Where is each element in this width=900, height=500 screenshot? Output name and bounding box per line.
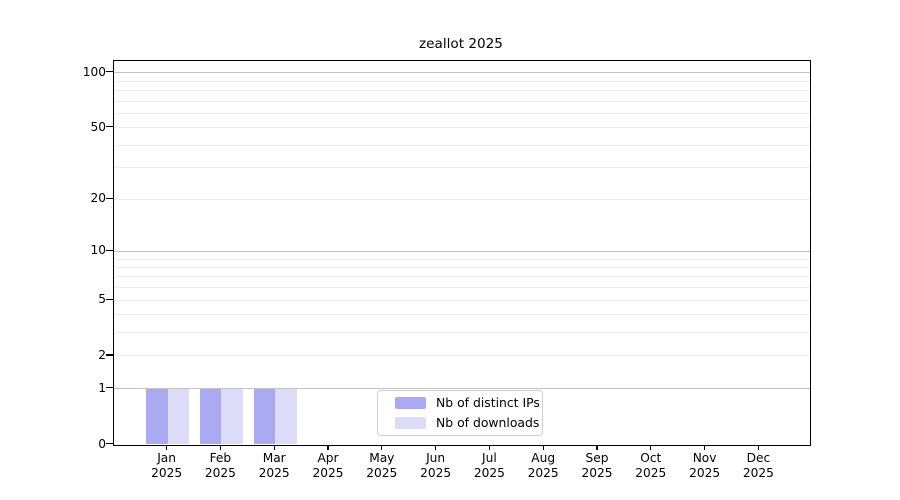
x-tick-month: Jun bbox=[426, 450, 446, 465]
y-axis-tick-label: 1 bbox=[98, 380, 106, 395]
y-axis-tick-label: 0 bbox=[98, 436, 106, 451]
bar-downloads bbox=[275, 388, 297, 445]
y-axis-tick-label: 50 bbox=[90, 119, 106, 134]
y-gridline-minor bbox=[114, 167, 810, 169]
x-axis-tick-label: Jul 2025 bbox=[462, 451, 516, 482]
x-tick-year: 2025 bbox=[527, 466, 559, 480]
bar-downloads bbox=[221, 388, 244, 445]
x-tick-month: Oct bbox=[640, 450, 662, 465]
chart-title: zeallot 2025 bbox=[419, 36, 503, 52]
x-tick-year: 2025 bbox=[742, 466, 774, 480]
x-axis-tick bbox=[704, 444, 706, 451]
x-tick-year: 2025 bbox=[635, 466, 667, 480]
x-axis-tick-label: Jun 2025 bbox=[409, 451, 463, 482]
y-gridline-minor bbox=[114, 276, 810, 278]
x-tick-year: 2025 bbox=[473, 466, 505, 480]
y-axis-tick bbox=[106, 126, 113, 128]
legend-row-distinct-ips: Nb of distinct IPs bbox=[395, 395, 542, 410]
x-tick-month: Sep bbox=[585, 450, 609, 465]
x-tick-month: Dec bbox=[746, 450, 771, 465]
x-tick-month: Mar bbox=[262, 450, 286, 465]
x-axis-tick-label: Feb 2025 bbox=[193, 451, 247, 482]
x-axis-tick-label: Mar 2025 bbox=[247, 451, 301, 482]
x-tick-month: Aug bbox=[531, 450, 556, 465]
y-axis-tick bbox=[106, 197, 113, 199]
x-axis-tick-label: Nov 2025 bbox=[678, 451, 732, 482]
x-axis-tick bbox=[219, 444, 222, 451]
x-axis-tick bbox=[327, 444, 329, 451]
x-axis-tick bbox=[542, 444, 544, 451]
x-axis-tick-label: Aug 2025 bbox=[516, 451, 570, 482]
y-gridline-minor bbox=[114, 144, 810, 146]
legend-label-downloads: Nb of downloads bbox=[436, 415, 540, 431]
x-tick-month: May bbox=[369, 450, 395, 465]
y-axis-tick-label: 10 bbox=[90, 243, 106, 258]
y-gridline-major bbox=[114, 250, 810, 252]
x-axis-tick bbox=[166, 444, 168, 451]
x-tick-year: 2025 bbox=[204, 466, 236, 480]
y-axis-tick bbox=[106, 442, 113, 445]
y-axis-tick bbox=[106, 298, 113, 300]
x-axis-tick bbox=[381, 444, 383, 451]
y-gridline-minor bbox=[114, 198, 810, 200]
y-gridline-minor bbox=[114, 314, 810, 316]
y-axis-tick bbox=[106, 354, 113, 356]
bar-downloads bbox=[167, 388, 190, 445]
bar-distinct-ips bbox=[145, 388, 168, 445]
legend: Nb of distinct IPs Nb of downloads bbox=[377, 389, 543, 436]
x-tick-year: 2025 bbox=[258, 466, 290, 480]
x-axis-tick bbox=[488, 444, 491, 451]
x-tick-month: Jul bbox=[482, 450, 497, 465]
x-axis-tick-label: Apr 2025 bbox=[301, 451, 355, 482]
y-axis-tick-label: 2 bbox=[98, 347, 106, 362]
x-axis-tick bbox=[273, 444, 275, 451]
y-gridline-minor bbox=[114, 127, 810, 129]
legend-swatch-distinct-ips bbox=[395, 396, 426, 409]
y-gridline-minor bbox=[114, 266, 810, 268]
y-gridline-minor bbox=[114, 89, 810, 91]
x-tick-year: 2025 bbox=[581, 466, 613, 480]
y-gridline-minor bbox=[114, 332, 810, 334]
x-tick-month: Jan bbox=[157, 450, 176, 465]
legend-swatch-downloads bbox=[395, 416, 426, 429]
plot-area bbox=[113, 59, 811, 446]
legend-row-downloads: Nb of downloads bbox=[395, 415, 542, 430]
x-axis-tick-label: May 2025 bbox=[355, 451, 409, 482]
x-tick-year: 2025 bbox=[312, 466, 344, 480]
x-axis-tick-label: Sep 2025 bbox=[570, 451, 624, 482]
y-axis-tick-label: 100 bbox=[82, 64, 106, 79]
y-axis-tick bbox=[106, 387, 113, 389]
x-tick-month: Feb bbox=[209, 450, 232, 465]
x-tick-month: Apr bbox=[317, 450, 339, 465]
y-axis-tick-label: 20 bbox=[90, 191, 106, 206]
y-axis-tick-label: 5 bbox=[98, 292, 106, 307]
y-gridline-minor bbox=[114, 287, 810, 289]
x-axis-tick-label: Oct 2025 bbox=[624, 451, 678, 482]
x-tick-year: 2025 bbox=[420, 466, 452, 480]
x-axis-tick bbox=[596, 444, 598, 451]
x-axis-tick bbox=[757, 444, 760, 451]
y-gridline-minor bbox=[114, 355, 810, 357]
x-axis-tick bbox=[650, 444, 652, 451]
x-tick-year: 2025 bbox=[689, 466, 721, 480]
x-axis-tick bbox=[435, 444, 437, 451]
x-axis-tick-label: Jan 2025 bbox=[140, 451, 194, 482]
y-gridline-minor bbox=[114, 80, 810, 82]
y-gridline-major bbox=[114, 388, 810, 390]
bar-distinct-ips bbox=[199, 388, 222, 445]
x-tick-year: 2025 bbox=[151, 466, 183, 480]
x-tick-month: Nov bbox=[692, 450, 717, 465]
y-gridline-minor bbox=[114, 258, 810, 260]
legend-label-distinct-ips: Nb of distinct IPs bbox=[436, 395, 540, 411]
y-gridline-minor bbox=[114, 100, 810, 102]
y-axis-tick bbox=[106, 249, 113, 252]
bar-distinct-ips bbox=[253, 388, 276, 445]
y-axis-tick bbox=[106, 71, 113, 73]
y-gridline-minor bbox=[114, 112, 810, 114]
x-axis-tick-label: Dec 2025 bbox=[731, 451, 785, 482]
x-tick-year: 2025 bbox=[366, 466, 398, 480]
y-gridline-major bbox=[114, 72, 810, 74]
y-gridline-minor bbox=[114, 299, 810, 301]
